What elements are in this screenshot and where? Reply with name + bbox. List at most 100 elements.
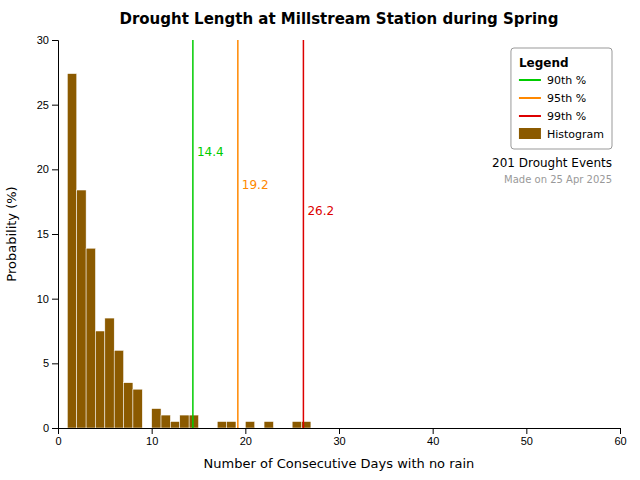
legend-label: 95th % [547,92,586,105]
chart-container: 0 10 20 30 40 50 60 0 5 10 15 20 25 30 14.4 19.2 26.2 Leg… [0,0,640,480]
percentile-line [303,40,305,428]
tick-label: 40 [427,435,439,447]
legend-box [511,48,612,149]
histogram-bar [170,422,179,428]
legend-item: 90th % [519,74,586,87]
chart-svg: 0 10 20 30 40 50 60 0 5 10 15 20 25 30 14.4 19.2 26.2 Leg… [0,0,640,480]
tick-mark [52,234,58,235]
tick-mark [526,428,527,434]
histogram-bar [311,428,320,429]
histogram-bar [180,415,189,428]
x-axis-title: Number of Consecutive Days with no rain [204,456,475,471]
histogram-bar [245,422,254,428]
histogram-bar [367,428,376,429]
histogram-bar [142,428,151,429]
percentile-labels: 14.4 19.2 26.2 [197,145,334,217]
legend-item: Histogram [519,128,604,141]
x-axis: 0 10 20 30 40 50 60 [55,428,626,447]
percentile-label: 19.2 [242,178,269,192]
tick-label: 0 [55,435,61,447]
tick: 10 [146,428,158,447]
tick-label: 15 [37,228,49,240]
y-axis: 0 5 10 15 20 25 30 [37,34,59,434]
percentile-label: 14.4 [197,145,224,159]
tick: 60 [614,428,626,447]
histogram-bar [95,331,104,428]
histogram-bar [283,428,292,429]
histogram-bar [227,422,236,428]
tick: 40 [427,428,439,447]
tick-mark [52,40,58,41]
tick-label: 20 [240,435,252,447]
histogram-bar [67,74,76,428]
histogram-bar [133,389,142,428]
histogram-bar [348,428,357,429]
histogram-bar [77,190,86,428]
histogram-bar [152,409,161,428]
histogram-bar [86,248,95,428]
tick: 15 [37,228,58,240]
y-axis-title: Probability (%) [4,186,19,281]
legend-label: Histogram [547,128,604,141]
legend-swatch [519,97,541,99]
histogram-bar [376,428,385,429]
marks [67,40,311,428]
chart-title: Drought Length at Millstream Station dur… [119,10,558,28]
legend-swatch [519,115,541,117]
tick-mark [52,428,58,429]
plot-area: 0 10 20 30 40 50 60 0 5 10 15 20 25 30 14.4 19.2 26.2 Leg… [37,34,627,447]
legend-item: 95th % [519,92,586,105]
histogram-bar [217,422,226,428]
legend-label: 90th % [547,74,586,87]
legend-swatch [519,128,541,139]
annotations: 201 Drought EventsMade on 25 Apr 2025 [492,156,612,185]
tick: 20 [37,163,58,175]
tick: 0 [55,428,61,447]
tick-label: 20 [37,163,49,175]
tick: 5 [43,357,58,369]
histogram-bar [273,428,282,429]
histogram-bar [255,428,264,429]
histogram-bar [264,422,273,428]
tick-label: 0 [43,422,49,434]
tick-label: 50 [521,435,533,447]
tick: 30 [333,428,345,447]
histogram-bar [292,422,301,428]
tick-mark [339,428,340,434]
legend-title: Legend [519,56,569,70]
percentile-line [192,40,194,428]
tick-mark [620,428,621,434]
histogram-bar [358,428,367,429]
tick: 10 [37,293,58,305]
histogram-bar [189,415,198,428]
tick-label: 30 [37,34,49,46]
tick: 20 [240,428,252,447]
tick-label: 10 [37,293,49,305]
tick-mark [433,428,434,434]
x-axis-line [59,429,621,435]
histogram-bar [330,428,339,429]
legend-label: 99th % [547,110,586,123]
tick-label: 25 [37,99,49,111]
legend-swatch [519,79,541,81]
tick-label: 60 [614,435,626,447]
tick: 50 [521,428,533,447]
tick-mark [52,299,58,300]
tick: 25 [37,99,58,111]
histogram-bar [124,383,133,428]
tick-mark [152,428,153,434]
tick-mark [52,105,58,106]
histogram-bar [114,350,123,428]
percentile-label: 26.2 [307,204,334,218]
tick: 30 [37,34,58,46]
histogram-bar [320,428,329,429]
histogram-bar [339,428,348,429]
legend: Legend 90th % 95th % 99th % Histogram [511,48,612,149]
y-axis-line [52,41,59,429]
tick-mark [245,428,246,434]
legend-item: 99th % [519,110,586,123]
tick-label: 10 [146,435,158,447]
tick-label: 30 [333,435,345,447]
tick-label: 5 [43,357,49,369]
histogram-bar [199,428,208,429]
